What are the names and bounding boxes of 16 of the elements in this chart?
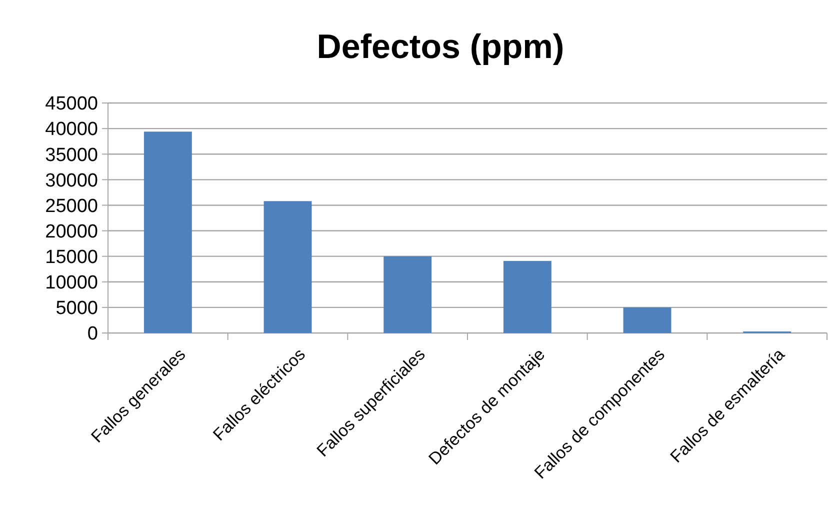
chart-title: Defectos (ppm): [316, 28, 564, 66]
y-tick-label: 10000: [45, 272, 98, 294]
y-tick-label: 20000: [45, 221, 98, 242]
y-tick-label: 35000: [45, 144, 98, 166]
y-tick-label: 25000: [45, 196, 98, 217]
y-tick-label: 0: [87, 324, 98, 345]
bar: [144, 132, 192, 333]
bar: [503, 260, 552, 333]
bar: [264, 201, 312, 333]
bar: [384, 256, 432, 333]
y-tick-label: 45000: [45, 94, 98, 115]
y-tick-label: 5000: [56, 298, 98, 320]
y-tick-label: 40000: [45, 119, 98, 140]
y-tick-label: 30000: [45, 170, 98, 192]
bar: [623, 307, 672, 333]
y-tick-label: 15000: [45, 246, 98, 268]
